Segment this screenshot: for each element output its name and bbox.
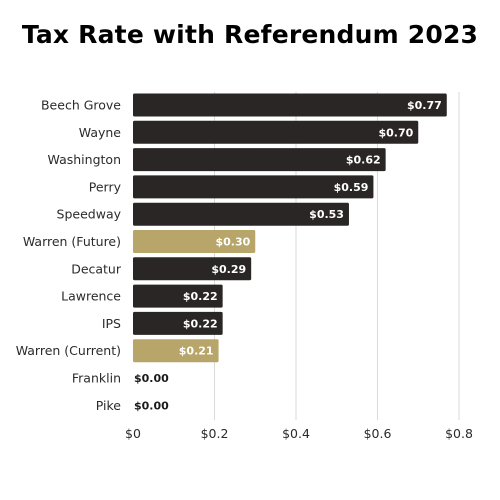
x-axis-ticks: $0 $0.2 $0.4 $0.6 $0.8 [125, 426, 473, 441]
category-label: Pike [96, 398, 122, 413]
bar [133, 311, 223, 335]
x-tick-label: $0.6 [364, 426, 392, 441]
value-label: $0.00 [134, 372, 169, 385]
bar [133, 284, 223, 308]
bar [133, 339, 219, 363]
value-label: $0.30 [215, 236, 250, 249]
x-tick-label: $0.2 [201, 426, 229, 441]
category-label: IPS [102, 316, 121, 331]
bar [133, 202, 349, 226]
category-label: Beech Grove [41, 98, 121, 113]
category-labels: Beech Grove Wayne Washington Perry Speedway W… [16, 98, 122, 413]
bar [133, 175, 374, 199]
value-label: $0.53 [309, 208, 344, 221]
bars [133, 93, 447, 363]
value-label: $0.59 [334, 181, 369, 194]
value-label: $0.22 [183, 290, 218, 303]
x-tick-label: $0 [125, 426, 141, 441]
value-label: $0.22 [183, 317, 218, 330]
value-label: $0.77 [407, 99, 442, 112]
category-label: Wayne [79, 125, 122, 140]
value-label: $0.00 [134, 399, 169, 412]
value-label: $0.62 [346, 154, 381, 167]
category-label: Lawrence [61, 289, 121, 304]
value-labels: $0.77 $0.70 $0.62 $0.59 $0.53 $0.30 $0.29 $0.22… [134, 99, 442, 412]
chart-title: Tax Rate with Referendum 2023 [21, 20, 479, 49]
category-label: Speedway [57, 207, 122, 222]
x-tick-label: $0.8 [445, 426, 473, 441]
bar [133, 257, 252, 281]
value-label: $0.70 [378, 126, 413, 139]
value-label: $0.29 [211, 263, 246, 276]
category-label: Decatur [71, 261, 122, 276]
x-tick-label: $0.4 [282, 426, 310, 441]
category-label: Franklin [72, 371, 121, 386]
category-label: Warren (Future) [23, 234, 121, 249]
bar [133, 93, 447, 117]
bar [133, 148, 386, 172]
category-label: Warren (Current) [16, 343, 121, 358]
value-label: $0.21 [179, 345, 214, 358]
category-label: Washington [48, 152, 121, 167]
bar [133, 120, 419, 144]
bar [133, 230, 256, 253]
grid-lines [214, 92, 460, 420]
category-label: Perry [89, 179, 122, 194]
